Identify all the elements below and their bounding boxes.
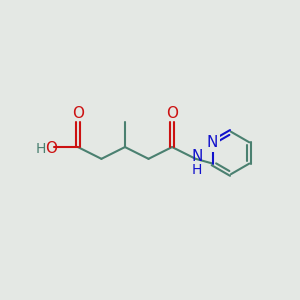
Text: O: O — [72, 106, 84, 121]
Text: O: O — [166, 106, 178, 121]
Text: N: N — [207, 135, 218, 150]
Text: H: H — [36, 142, 46, 155]
Text: N: N — [191, 149, 203, 164]
Text: O: O — [45, 141, 57, 156]
Text: H: H — [192, 163, 202, 177]
